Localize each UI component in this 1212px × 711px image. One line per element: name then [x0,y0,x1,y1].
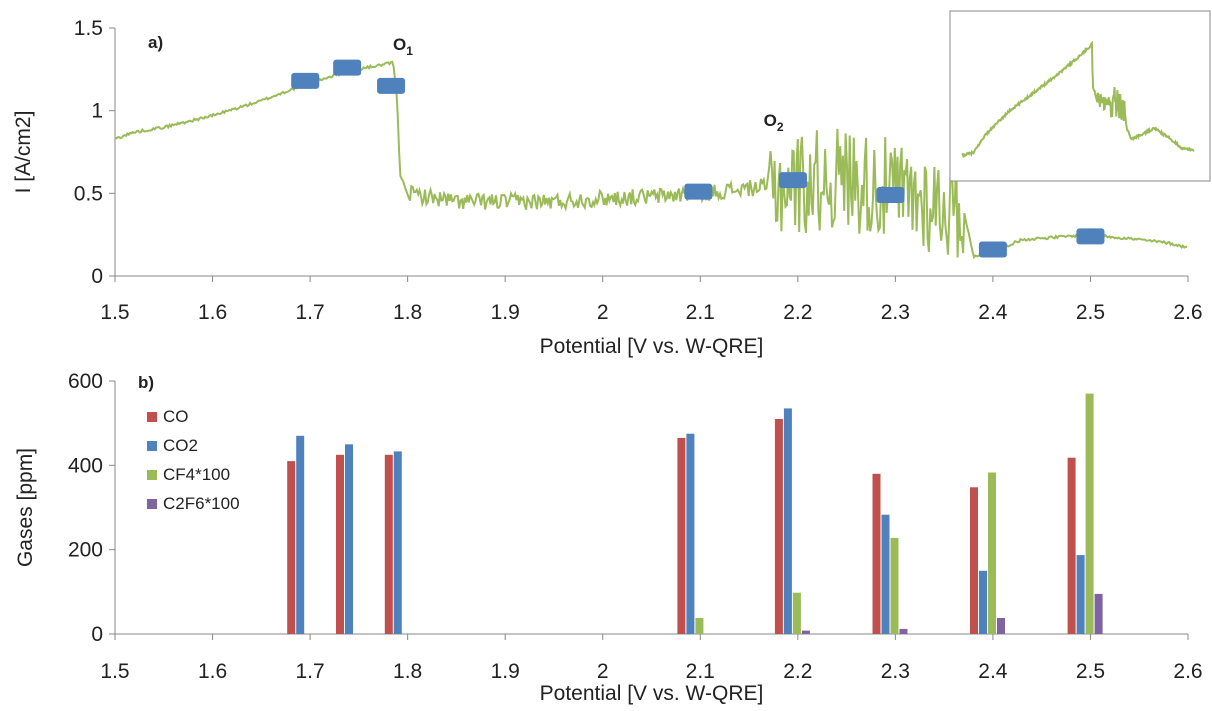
panel-b-bar-co2 [1076,555,1085,634]
panel-b-legend-swatch [147,470,157,480]
panel-a-x-tick-label: 1.6 [198,301,227,324]
panel-a-sample-marker [1076,228,1105,245]
panel-b-bar-co2 [296,435,305,634]
panel-b-x-tick-label: 2.2 [783,660,812,683]
panel-a-sample-marker [778,172,807,189]
panel-b-legend-label: CF4*100 [163,465,230,484]
panel-b-y-tick-label: 200 [68,539,103,562]
panel-b-y-tick-label: 400 [68,454,103,477]
panel-b-x-tick-label: 2.4 [978,660,1008,683]
panel-b-y-tick-label: 0 [91,623,103,646]
panel-b-bar-co [336,454,344,634]
panel-b-bar-co2 [345,444,353,635]
panel-b-bar-c2f6-100 [997,618,1005,634]
panel-b-x-tick-label: 2.3 [881,660,910,683]
panel-b-x-tick-label: 1.8 [393,660,422,683]
panel-a-annotation-main: O [393,35,406,54]
panel-b-y-tick-label: 600 [68,370,103,393]
panel-a-annotation-2: O2 [764,111,784,134]
panel-a-x-tick-label: 2.1 [686,301,715,324]
panel-a-sample-marker [876,186,905,203]
panel-b-bar-co [1067,457,1076,634]
panel-a-label: a) [148,33,163,52]
panel-a: 0 0.5 1 1.5 1.5 1.6 1.7 1.8 1.9 2 2.1 2.2 2.3 2.4 2.5 2… [12,10,1211,358]
panel-b-bar-cf4-100 [890,537,899,634]
panel-a-y-tick-label: 0.5 [74,182,103,205]
panel-b-bar-cf4-100 [792,592,801,634]
panel-a-annotation-sub: 1 [406,44,413,58]
panel-b-x-axis-title: Potential [V vs. W-QRE] [540,682,764,705]
panel-a-y-tick-label: 0 [91,265,103,288]
panel-b-bar-cf4-100 [988,472,996,634]
panel-a-sample-marker [333,59,362,76]
panel-b-bar-co [774,419,783,634]
panel-b-legend-label: C2F6*100 [163,494,240,513]
panel-b-legend-label: CO [163,407,189,426]
panel-b-bar-cf4-100 [695,618,704,634]
panel-b-bar-co2 [979,570,987,635]
panel-b-x-tick-label: 2.1 [686,660,715,683]
panel-b-bar-co2 [783,408,792,634]
panel-b-bar-co [872,473,881,634]
panel-b-bar-co2 [881,514,890,634]
panel-a-x-tick-label: 2 [597,301,609,324]
panel-b-x-tick-label: 1.9 [491,660,520,683]
panel-a-x-tick-label: 1.9 [491,301,520,324]
panel-a-x-tick-label: 2.3 [881,301,910,324]
panel-b-label: b) [138,373,154,392]
panel-a-inset-frame [949,10,1211,182]
panel-b-legend-label: CO2 [163,436,198,455]
panel-b-bar-co2 [686,433,695,634]
panel-b-bar-co [970,487,978,634]
panel-b-bar-cf4-100 [1085,393,1094,634]
panel-a-current-line [114,60,1188,260]
panel-b: 0 200 400 600 1.5 1.6 1.7 1.8 1.9 2 2.1 2.2 2.3 2.4 2.… [14,370,1203,705]
panel-a-x-tick-label: 2.2 [783,301,812,324]
panel-a-sample-marker [377,77,406,94]
panel-a-y-tick-label: 1.5 [74,17,103,40]
panel-a-x-tick-label: 2.5 [1076,301,1105,324]
panel-b-bar-co [384,454,393,634]
panel-b-bar-c2f6-100 [899,628,908,634]
panel-a-y-axis-title: I [A/cm2] [12,111,35,194]
panel-a-x-tick-label: 2.4 [978,301,1008,324]
panel-b-legend-swatch [147,499,157,509]
panel-a-x-tick-label: 2.6 [1173,301,1202,324]
panel-a-sample-marker [291,72,320,89]
panel-b-bar-c2f6-100 [801,630,810,634]
panel-a-x-tick-label: 1.7 [295,301,324,324]
panel-b-x-tick-label: 2.6 [1173,660,1202,683]
panel-b-x-tick-label: 2.5 [1076,660,1105,683]
panel-b-x-tick-label: 1.7 [295,660,324,683]
panel-a-annotation-1: O1 [393,35,413,58]
panel-a-annotation-sub: 2 [777,120,784,134]
panel-b-x-tick-label: 1.6 [198,660,227,683]
panel-b-legend-swatch [147,412,157,422]
panel-b-bar-co [287,461,296,634]
panel-a-x-tick-label: 1.5 [100,301,129,324]
panel-a-annotation-main: O [764,111,777,130]
panel-a-x-tick-label: 1.8 [393,301,422,324]
panel-a-x-axis-title: Potential [V vs. W-QRE] [540,335,764,358]
panel-a-sample-marker [978,241,1007,258]
panel-a-sample-marker [684,183,713,200]
panel-b-bar-co [677,437,686,634]
panel-a-y-tick-label: 1 [91,100,103,123]
panel-b-x-tick-label: 1.5 [100,660,129,683]
panel-b-x-tick-label: 2 [597,660,609,683]
panel-b-bar-c2f6-100 [1094,593,1103,634]
panel-b-legend-swatch [147,441,157,451]
panel-b-y-axis-title: Gases [ppm] [14,448,37,567]
panel-a-inset-line [961,40,1195,159]
panel-b-bar-co2 [393,451,402,634]
panel-b-legend: CO CO2 CF4*100 C2F6*100 [147,407,240,513]
